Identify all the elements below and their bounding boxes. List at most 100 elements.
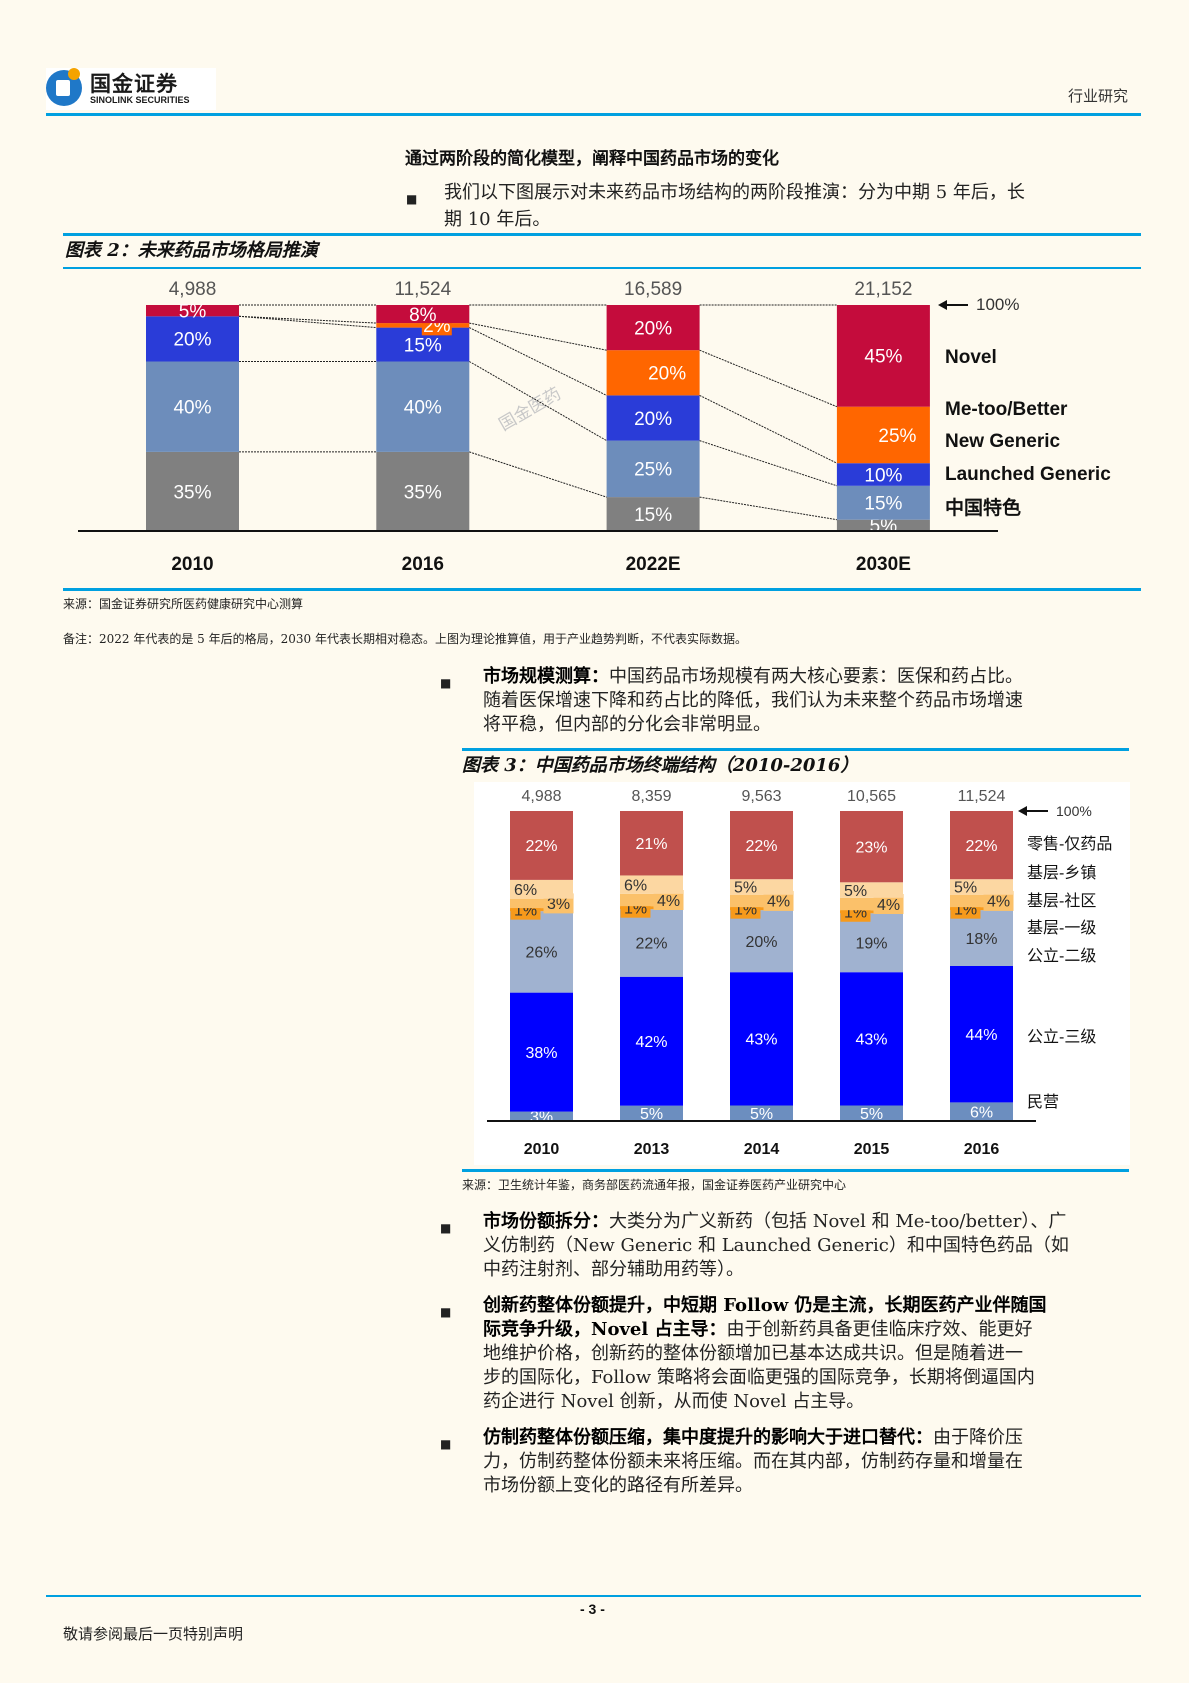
bar-segment: [950, 910, 1013, 966]
data-label: 40%: [404, 398, 442, 419]
bar-segment: [620, 1105, 683, 1121]
bar-segment: [606, 395, 700, 441]
bar-segment: [840, 882, 903, 898]
bar-segment: [730, 972, 793, 1106]
bar-segment: [840, 910, 903, 914]
data-label: 5%: [844, 883, 867, 900]
bar-segment: [730, 910, 793, 973]
data-label: 22%: [745, 838, 777, 855]
data-label: 20%: [173, 330, 211, 351]
logo-dot-icon: [68, 68, 80, 80]
label-badge: [873, 894, 904, 914]
para-bold: 市场份额拆分：: [483, 1211, 609, 1232]
data-label: 44%: [965, 1027, 997, 1044]
data-label: 6%: [514, 882, 537, 899]
category-label: 2013: [634, 1141, 670, 1158]
total-label: 4,988: [169, 279, 217, 300]
bullet-icon: ■: [440, 1437, 452, 1451]
para-bold: 仿制药整体份额压缩，集中度提升的影响大于进口替代：: [483, 1427, 933, 1448]
bar-segment: [146, 316, 239, 362]
connector-line: [699, 349, 838, 408]
para-line: 由于降价压: [933, 1427, 1023, 1448]
bar-segment: [730, 907, 793, 911]
legend-label: Launched Generic: [945, 464, 1111, 485]
data-label: 5%: [734, 880, 757, 897]
label-badge: [652, 362, 683, 383]
data-label: 4%: [767, 894, 790, 911]
para-generic: 仿制药整体份额压缩，集中度提升的影响大于进口替代：由于降价压 力，仿制药整体份额…: [483, 1426, 1133, 1498]
data-label: 6%: [970, 1104, 993, 1121]
figure3-title: 图表 3：中国药品市场终端结构（2010-2016）: [462, 755, 859, 776]
label-badge: [882, 424, 913, 445]
bullet-icon: ■: [440, 1221, 452, 1235]
para-bold: 际竞争升级，Novel 占主导：: [483, 1319, 727, 1340]
para-line: 大类分为广义新药（包括 Novel 和 Me-too/better）、广: [609, 1211, 1067, 1232]
data-label: 8%: [409, 305, 437, 326]
data-label: 23%: [855, 839, 887, 856]
para-market-share: 市场份额拆分：大类分为广义新药（包括 Novel 和 Me-too/better…: [483, 1210, 1133, 1282]
bar-segment: [510, 911, 573, 993]
bar-segment: [950, 966, 1013, 1103]
header-divider: [46, 113, 1141, 116]
para-line: 中国药品市场规模有两大核心要素：医保和药占比。: [609, 666, 1023, 687]
figure2-note: 备注：2022 年代表的是 5 年后的格局，2030 年代表长期相对稳态。上图为…: [63, 632, 747, 646]
label-badge: [763, 890, 794, 911]
data-label: 20%: [634, 409, 672, 430]
bar-segment: [730, 879, 793, 895]
data-label: 20%: [634, 318, 672, 339]
total-label: 21,152: [854, 279, 912, 300]
total-label: 4,988: [521, 788, 561, 805]
para-bold: 市场规模测算：: [483, 666, 609, 687]
figure3-bottom-rule: [462, 1169, 1129, 1172]
category-label: 2014: [744, 1141, 780, 1158]
bar-segment: [376, 451, 470, 531]
category-label: 2022E: [626, 554, 681, 575]
data-label: 5%: [640, 1106, 663, 1123]
bar-segment: [376, 361, 470, 452]
connector-line: [469, 361, 607, 442]
total-label: 16,589: [624, 279, 682, 300]
figure2-chart: 35%40%20%5%4,988201035%40%15%2%8%11,5242…: [78, 279, 1111, 575]
para-market-scale: 市场规模测算：中国药品市场规模有两大核心要素：医保和药占比。 随着医保增速下降和…: [483, 665, 1133, 737]
bar-segment: [620, 976, 683, 1106]
data-label: 5%: [750, 1106, 773, 1123]
data-label: 22%: [635, 936, 667, 953]
bar-segment: [146, 451, 239, 531]
section-label: 行业研究: [1067, 87, 1128, 105]
sinolink-logo: 国金证券 SINOLINK SECURITIES: [46, 68, 216, 110]
connector-line: [469, 451, 607, 498]
arrow-head-icon: [1018, 806, 1027, 816]
legend-label: 公立-三级: [1027, 1028, 1096, 1046]
bar-segment: [840, 1105, 903, 1121]
bullet-icon: ■: [440, 1305, 452, 1319]
legend-label: 基层-社区: [1027, 892, 1096, 910]
data-label: 40%: [173, 398, 211, 419]
data-label: 20%: [745, 934, 777, 951]
bar-segment: [620, 909, 683, 977]
figure2-top-rule: [63, 233, 1141, 236]
data-label: 5%: [179, 301, 207, 322]
bar-segment: [836, 305, 930, 407]
bar-segment: [146, 305, 239, 317]
legend-label: 公立-二级: [1027, 947, 1096, 965]
para-line: 力，仿制药整体份额未来将压缩。而在其内部，仿制药存量和增量在: [483, 1451, 1023, 1472]
section-heading: 通过两阶段的简化模型，阐释中国药品市场的变化: [405, 149, 779, 169]
data-label: 4%: [987, 894, 1010, 911]
bar-segment: [510, 1111, 573, 1121]
data-label: 19%: [855, 936, 887, 953]
data-label: 5%: [860, 1106, 883, 1123]
bar-segment: [606, 497, 700, 531]
bar-segment: [510, 898, 573, 909]
data-label: 38%: [525, 1045, 557, 1062]
data-label: 25%: [878, 426, 916, 447]
figure2-source: 来源：国金证券研究所医药健康研究中心测算: [63, 597, 304, 611]
total-label: 8,359: [631, 788, 671, 805]
data-label: 18%: [965, 931, 997, 948]
bar-segment: [730, 1105, 793, 1121]
footer-divider: [46, 1595, 1141, 1597]
category-label: 2016: [964, 1141, 1000, 1158]
total-label: 11,524: [958, 788, 1006, 805]
figure2-bottom-rule: [63, 588, 1141, 591]
data-label: 15%: [634, 505, 672, 526]
data-label: 4%: [877, 897, 900, 914]
